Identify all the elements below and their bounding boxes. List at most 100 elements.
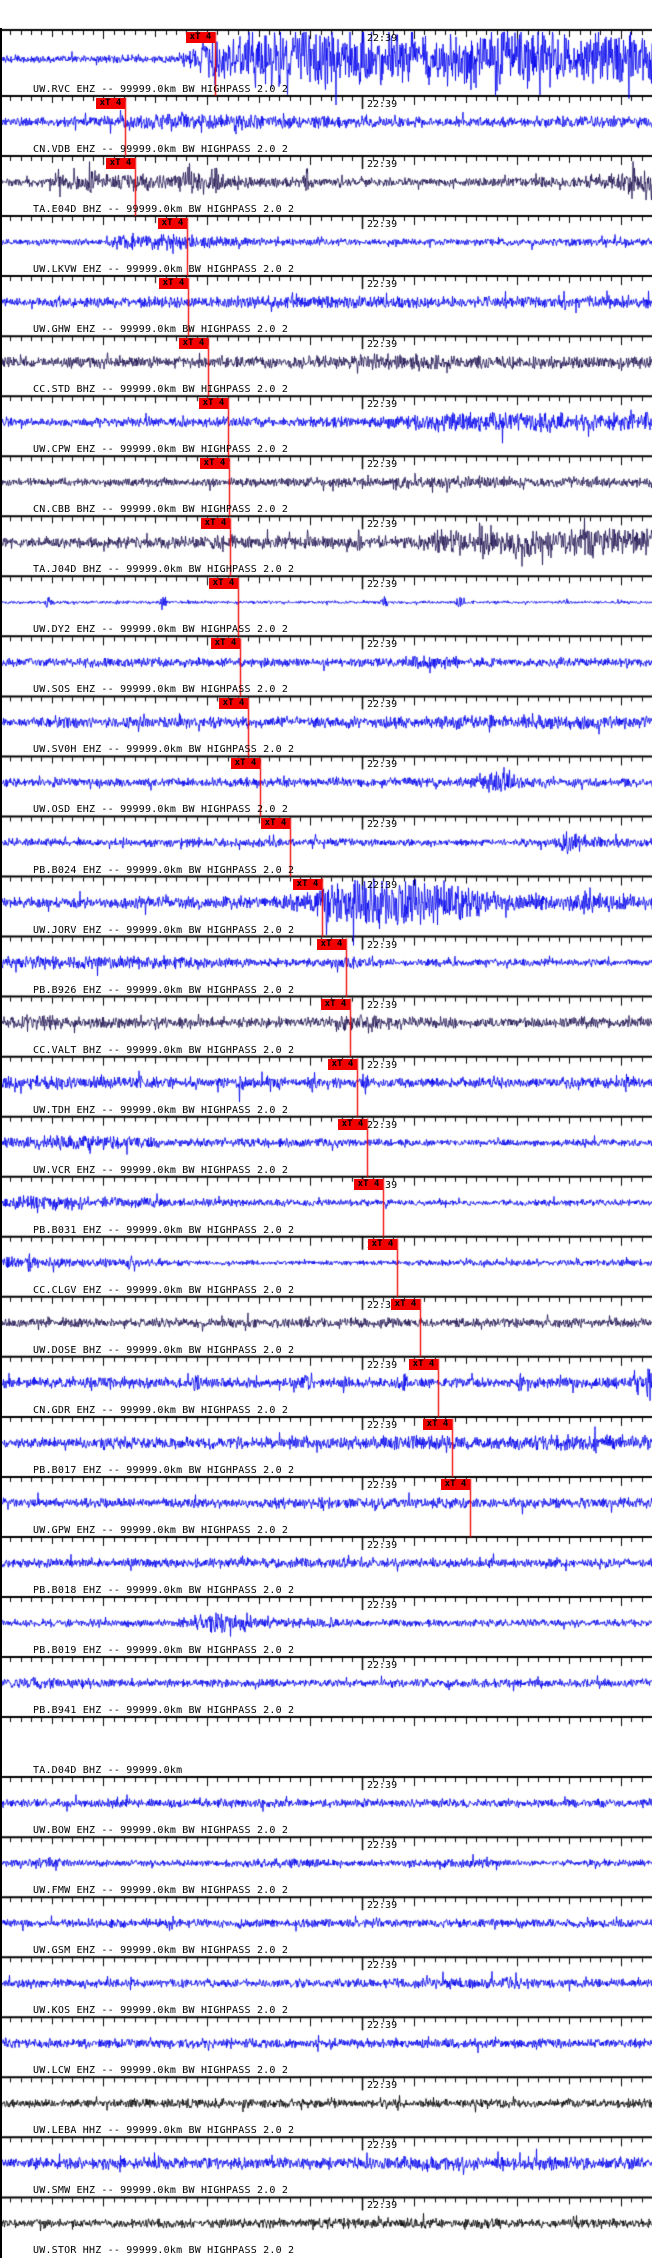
station-label: TA.E04D BHZ -- 99999.0km BW HIGHPASS 2.0… <box>33 204 295 216</box>
pick-marker[interactable]: xT 4 <box>158 218 187 230</box>
station-label: UW.VCR EHZ -- 99999.0km BW HIGHPASS 2.0 … <box>33 1164 289 1176</box>
station-label: CN.VDB EHZ -- 99999.0km BW HIGHPASS 2.0 … <box>33 144 289 156</box>
minute-time-label: 22:39 <box>367 2140 398 2152</box>
pick-marker[interactable]: xT 4 <box>200 458 229 470</box>
pick-marker[interactable]: xT 4 <box>179 338 208 350</box>
pick-marker[interactable]: xT 4 <box>317 938 346 950</box>
minute-time-label: 22:39 <box>367 339 398 351</box>
trace-row[interactable]: UW.JORV EHZ -- 99999.0km BW HIGHPASS 2.0… <box>0 877 652 937</box>
station-label: PB.B941 EHZ -- 99999.0km BW HIGHPASS 2.0… <box>33 1705 295 1717</box>
pick-marker[interactable]: xT 4 <box>231 758 260 770</box>
trace-row[interactable]: PB.B024 EHZ -- 99999.0km BW HIGHPASS 2.0… <box>0 816 652 876</box>
pick-marker[interactable]: xT 4 <box>441 1478 470 1490</box>
trace-row[interactable]: UW.BOW EHZ -- 99999.0km BW HIGHPASS 2.0 … <box>0 1777 652 1837</box>
trace-row[interactable]: CC.VALT BHZ -- 99999.0km BW HIGHPASS 2.0… <box>0 997 652 1057</box>
pick-marker[interactable]: xT 4 <box>391 1298 420 1310</box>
trace-row[interactable]: CC.CLGV EHZ -- 99999.0km BW HIGHPASS 2.0… <box>0 1237 652 1297</box>
trace-row[interactable]: PB.B018 EHZ -- 99999.0km BW HIGHPASS 2.0… <box>0 1537 652 1597</box>
minute-time-label: 22:39 <box>367 1660 398 1672</box>
trace-row[interactable]: CN.VDB EHZ -- 99999.0km BW HIGHPASS 2.0 … <box>0 96 652 156</box>
station-label: UW.SOS EHZ -- 99999.0km BW HIGHPASS 2.0 … <box>33 684 289 696</box>
pick-marker[interactable]: xT 4 <box>199 398 228 410</box>
trace-row[interactable]: UW.KOS EHZ -- 99999.0km BW HIGHPASS 2.0 … <box>0 1957 652 2017</box>
station-label: CC.CLGV EHZ -- 99999.0km BW HIGHPASS 2.0… <box>33 1284 295 1296</box>
trace-row[interactable]: UW.LCW EHZ -- 99999.0km BW HIGHPASS 2.0 … <box>0 2017 652 2077</box>
trace-row[interactable]: PB.B941 EHZ -- 99999.0km BW HIGHPASS 2.0… <box>0 1657 652 1717</box>
station-label: UW.SMW EHZ -- 99999.0km BW HIGHPASS 2.0 … <box>33 2185 289 2197</box>
station-label: UW.GHW EHZ -- 99999.0km BW HIGHPASS 2.0 … <box>33 324 289 336</box>
trace-row[interactable]: UW.SOS EHZ -- 99999.0km BW HIGHPASS 2.0 … <box>0 636 652 696</box>
trace-row[interactable]: PB.B031 EHZ -- 99999.0km BW HIGHPASS 2.0… <box>0 1177 652 1237</box>
minute-time-label: 22:39 <box>367 579 398 591</box>
pick-marker[interactable]: xT 4 <box>354 1178 383 1190</box>
minute-time-label: 22:39 <box>367 219 398 231</box>
station-label: UW.DOSE BHZ -- 99999.0km BW HIGHPASS 2.0… <box>33 1344 295 1356</box>
minute-time-label: 22:39 <box>367 159 398 171</box>
station-label: UW.JORV EHZ -- 99999.0km BW HIGHPASS 2.0… <box>33 924 295 936</box>
pick-marker[interactable]: xT 4 <box>409 1358 438 1370</box>
pick-marker[interactable]: xT 4 <box>219 698 248 710</box>
pick-marker[interactable]: xT 4 <box>201 518 230 530</box>
station-label: PB.B024 EHZ -- 99999.0km BW HIGHPASS 2.0… <box>33 864 295 876</box>
trace-row[interactable]: UW.SMW EHZ -- 99999.0km BW HIGHPASS 2.0 … <box>0 2137 652 2197</box>
trace-row[interactable]: PB.B019 EHZ -- 99999.0km BW HIGHPASS 2.0… <box>0 1597 652 1657</box>
trace-row[interactable]: UW.GHW EHZ -- 99999.0km BW HIGHPASS 2.0 … <box>0 276 652 336</box>
pick-marker[interactable]: xT 4 <box>159 278 188 290</box>
trace-row[interactable]: UW.STOR HHZ -- 99999.0km BW HIGHPASS 2.0… <box>0 2197 652 2257</box>
pick-marker[interactable]: xT 4 <box>338 1118 367 1130</box>
pick-marker[interactable]: xT 4 <box>293 878 322 890</box>
trace-row[interactable]: UW.CPW EHZ -- 99999.0km BW HIGHPASS 2.0 … <box>0 396 652 456</box>
pick-marker[interactable]: xT 4 <box>209 578 238 590</box>
pick-marker[interactable]: xT 4 <box>211 638 240 650</box>
station-label: UW.OSD EHZ -- 99999.0km BW HIGHPASS 2.0 … <box>33 804 289 816</box>
pick-marker[interactable]: xT 4 <box>96 98 125 109</box>
trace-row[interactable]: UW.DOSE BHZ -- 99999.0km BW HIGHPASS 2.0… <box>0 1297 652 1357</box>
station-label: UW.LCW EHZ -- 99999.0km BW HIGHPASS 2.0 … <box>33 2065 289 2077</box>
minute-time-label: 22:39 <box>367 879 398 891</box>
station-label: UW.LKVW EHZ -- 99999.0km BW HIGHPASS 2.0… <box>33 264 295 276</box>
trace-row[interactable]: UW.GSM EHZ -- 99999.0km BW HIGHPASS 2.0 … <box>0 1897 652 1957</box>
minute-time-label: 22:39 <box>367 939 398 951</box>
trace-row[interactable]: UW.LKVW EHZ -- 99999.0km BW HIGHPASS 2.0… <box>0 216 652 276</box>
pick-marker[interactable]: xT 4 <box>368 1238 397 1250</box>
minute-time-label: 22:39 <box>367 99 398 110</box>
pick-marker[interactable]: xT 4 <box>106 158 135 170</box>
minute-time-label: 22:39 <box>367 999 398 1011</box>
trace-row[interactable]: UW.SV0H EHZ -- 99999.0km BW HIGHPASS 2.0… <box>0 696 652 756</box>
trace-row[interactable]: PB.B926 EHZ -- 99999.0km BW HIGHPASS 2.0… <box>0 937 652 997</box>
minute-time-label: 22:39 <box>367 2020 398 2032</box>
pick-marker[interactable]: xT 4 <box>328 1058 357 1070</box>
trace-row[interactable]: UW.DY2 EHZ -- 99999.0km BW HIGHPASS 2.0 … <box>0 576 652 636</box>
trace-row[interactable]: TA.E04D BHZ -- 99999.0km BW HIGHPASS 2.0… <box>0 156 652 216</box>
station-label: UW.KOS EHZ -- 99999.0km BW HIGHPASS 2.0 … <box>33 2005 289 2017</box>
trace-row[interactable]: UW.LEBA HHZ -- 99999.0km BW HIGHPASS 2.0… <box>0 2077 652 2137</box>
trace-row[interactable]: UW.VCR EHZ -- 99999.0km BW HIGHPASS 2.0 … <box>0 1117 652 1177</box>
minute-time-label: 22:39 <box>367 1119 398 1131</box>
trace-row[interactable]: UW.GPW EHZ -- 99999.0km BW HIGHPASS 2.0 … <box>0 1477 652 1537</box>
minute-time-label: 22:39 <box>367 279 398 291</box>
minute-time-label: 22:39 <box>367 699 398 711</box>
trace-row[interactable]: CN.GDR EHZ -- 99999.0km BW HIGHPASS 2.0 … <box>0 1357 652 1417</box>
minute-time-label: 22:39 <box>367 1840 398 1852</box>
trace-row[interactable]: PB.B017 EHZ -- 99999.0km BW HIGHPASS 2.0… <box>0 1417 652 1477</box>
trace-row[interactable]: CN.CBB BHZ -- 99999.0km BW HIGHPASS 2.0 … <box>0 456 652 516</box>
minute-time-label: 22:39 <box>367 33 398 44</box>
station-label: UW.LEBA HHZ -- 99999.0km BW HIGHPASS 2.0… <box>33 2125 295 2137</box>
trace-row[interactable]: UW.OSD EHZ -- 99999.0km BW HIGHPASS 2.0 … <box>0 756 652 816</box>
pick-marker[interactable]: xT 4 <box>261 818 290 830</box>
pick-marker[interactable]: xT 4 <box>321 998 350 1010</box>
trace-row[interactable]: CC.STD BHZ -- 99999.0km BW HIGHPASS 2.0 … <box>0 336 652 396</box>
station-label: TA.D04D BHZ -- 99999.0km <box>33 1765 183 1777</box>
trace-row[interactable]: TA.D04D BHZ -- 99999.0km <box>0 1717 652 1777</box>
trace-row[interactable]: TA.J04D BHZ -- 99999.0km BW HIGHPASS 2.0… <box>0 516 652 576</box>
pick-marker[interactable]: xT 4 <box>423 1418 452 1430</box>
trace-row[interactable]: UW.RVC EHZ -- 99999.0km BW HIGHPASS 2.0 … <box>0 30 652 96</box>
station-label: PB.B018 EHZ -- 99999.0km BW HIGHPASS 2.0… <box>33 1584 295 1596</box>
pick-marker[interactable]: xT 4 <box>186 32 215 43</box>
trace-row[interactable]: UW.FMW EHZ -- 99999.0km BW HIGHPASS 2.0 … <box>0 1837 652 1897</box>
minute-time-label: 22:39 <box>367 1299 398 1311</box>
minute-time-label: 22:39 <box>367 1539 398 1551</box>
station-label: CN.GDR EHZ -- 99999.0km BW HIGHPASS 2.0 … <box>33 1404 289 1416</box>
trace-row[interactable]: UW.TDH EHZ -- 99999.0km BW HIGHPASS 2.0 … <box>0 1057 652 1117</box>
